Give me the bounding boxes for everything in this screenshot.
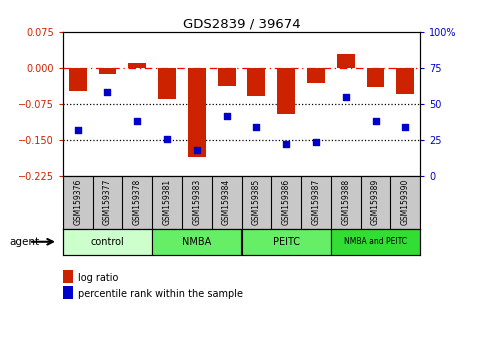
Text: GSM159381: GSM159381 bbox=[163, 179, 171, 225]
Bar bbox=[69, 68, 86, 91]
Text: GSM159383: GSM159383 bbox=[192, 179, 201, 225]
Bar bbox=[397, 68, 414, 95]
Bar bbox=[158, 68, 176, 99]
Point bbox=[282, 142, 290, 147]
Point bbox=[74, 127, 82, 133]
Text: GSM159389: GSM159389 bbox=[371, 179, 380, 225]
Bar bbox=[337, 55, 355, 68]
Text: GSM159377: GSM159377 bbox=[103, 179, 112, 225]
Bar bbox=[63, 229, 152, 255]
Bar bbox=[188, 68, 206, 157]
Text: agent: agent bbox=[10, 237, 40, 247]
Text: log ratio: log ratio bbox=[78, 273, 119, 283]
Text: NMBA: NMBA bbox=[182, 237, 212, 247]
Point bbox=[342, 94, 350, 99]
Bar bbox=[242, 229, 331, 255]
Point bbox=[223, 113, 230, 118]
Text: GSM159388: GSM159388 bbox=[341, 179, 350, 225]
Text: GSM159386: GSM159386 bbox=[282, 179, 291, 225]
Bar bbox=[218, 68, 236, 86]
Point bbox=[193, 147, 201, 153]
Point bbox=[401, 124, 409, 130]
Point bbox=[253, 124, 260, 130]
Bar bbox=[307, 68, 325, 83]
Point bbox=[163, 136, 171, 142]
Bar bbox=[128, 63, 146, 68]
Text: GSM159390: GSM159390 bbox=[401, 179, 410, 225]
Text: GSM159384: GSM159384 bbox=[222, 179, 231, 225]
Text: GSM159387: GSM159387 bbox=[312, 179, 320, 225]
Text: GSM159385: GSM159385 bbox=[252, 179, 261, 225]
Bar bbox=[367, 68, 384, 87]
Point bbox=[133, 119, 141, 124]
Text: percentile rank within the sample: percentile rank within the sample bbox=[78, 289, 243, 299]
Point bbox=[104, 90, 112, 95]
Text: GSM159378: GSM159378 bbox=[133, 179, 142, 225]
Bar bbox=[277, 68, 295, 114]
Text: control: control bbox=[91, 237, 124, 247]
Bar bbox=[99, 68, 116, 74]
Text: NMBA and PEITC: NMBA and PEITC bbox=[344, 237, 407, 246]
Point bbox=[372, 119, 380, 124]
Bar bbox=[152, 229, 242, 255]
Bar bbox=[247, 68, 265, 96]
Title: GDS2839 / 39674: GDS2839 / 39674 bbox=[183, 18, 300, 31]
Point bbox=[312, 139, 320, 144]
Text: PEITC: PEITC bbox=[273, 237, 299, 247]
Text: GSM159376: GSM159376 bbox=[73, 179, 82, 225]
Bar bbox=[331, 229, 420, 255]
